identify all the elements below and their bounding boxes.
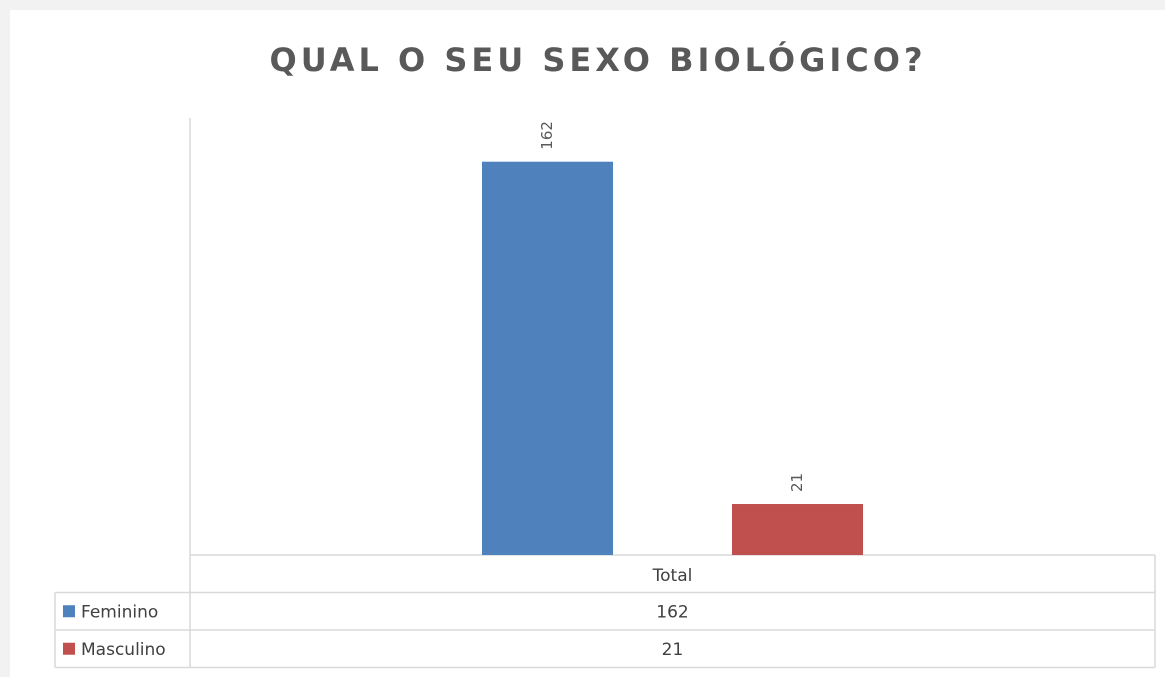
data-label: 162 <box>538 121 556 150</box>
x-tick-label: Total <box>652 566 693 586</box>
legend-swatch <box>63 642 75 655</box>
legend-label: Masculino <box>81 640 166 660</box>
bar <box>732 504 863 555</box>
table-value: 162 <box>656 602 688 622</box>
legend-label: Feminino <box>81 602 158 622</box>
data-label: 21 <box>788 473 806 492</box>
chart-title: QUAL O SEU SEXO BIOLÓGICO? <box>269 40 926 79</box>
bar <box>482 161 613 555</box>
legend-swatch <box>63 605 75 618</box>
table-value: 21 <box>662 640 684 660</box>
